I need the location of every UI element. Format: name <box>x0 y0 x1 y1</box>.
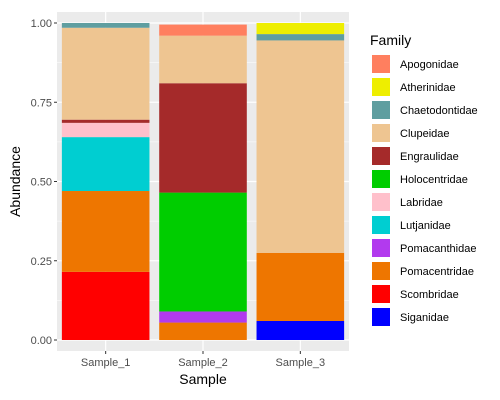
legend-key-labridae <box>372 193 390 211</box>
bar-segment-lutjanidae-sample_1 <box>61 137 150 192</box>
legend-label-apogonidae: Apogonidae <box>400 59 459 71</box>
legend-label-lutjanidae: Lutjanidae <box>400 220 451 232</box>
legend-label-atherinidae: Atherinidae <box>400 82 456 94</box>
bar-segment-scombridae-sample_1 <box>61 271 150 340</box>
bar-segment-clupeidae-sample_3 <box>256 40 345 253</box>
legend-key-atherinidae <box>372 78 390 96</box>
legend-key-pomacanthidae <box>372 239 390 257</box>
x-tick-label: Sample_3 <box>276 357 326 369</box>
bar-segment-atherinidae-sample_3 <box>256 23 345 35</box>
x-tick-label: Sample_1 <box>81 357 131 369</box>
legend-label-clupeidae: Clupeidae <box>400 128 450 140</box>
legend: Family Apogonidae Atherinidae Chaetodontid… <box>370 32 478 326</box>
legend-title: Family <box>370 32 411 48</box>
legend-key-holocentridae <box>372 170 390 188</box>
legend-key-clupeidae <box>372 124 390 142</box>
bar-segment-pomacentridae-sample_1 <box>61 191 150 272</box>
bar-segment-chaetodontidae-sample_1 <box>61 23 150 28</box>
bar-segment-pomacentridae-sample_2 <box>159 322 247 340</box>
bar-segment-apogonidae-sample_2 <box>159 24 247 36</box>
bar-segment-pomacentridae-sample_3 <box>256 252 345 321</box>
x-axis: Sample_1 Sample_2 Sample_3 <box>81 351 325 369</box>
y-axis: 0.00 0.25 0.50 0.75 1.00 <box>31 18 57 347</box>
bar-segment-engraulidae-sample_2 <box>159 83 247 193</box>
bar-segment-engraulidae-sample_1 <box>61 119 150 123</box>
bars <box>61 23 345 340</box>
legend-label-engraulidae: Engraulidae <box>400 151 459 163</box>
y-tick-label: 1.00 <box>31 18 52 30</box>
bar-segment-clupeidae-sample_1 <box>61 27 150 120</box>
legend-label-pomacentridae: Pomacentridae <box>400 266 474 278</box>
legend-label-holocentridae: Holocentridae <box>400 174 468 186</box>
bar-segment-chaetodontidae-sample_3 <box>256 34 345 41</box>
bar-segment-pomacanthidae-sample_2 <box>159 311 247 323</box>
y-tick-label: 0.25 <box>31 256 52 268</box>
legend-label-chaetodontidae: Chaetodontidae <box>400 105 478 117</box>
legend-key-lutjanidae <box>372 216 390 234</box>
legend-key-scombridae <box>372 285 390 303</box>
x-tick-label: Sample_2 <box>178 357 228 369</box>
legend-key-siganidae <box>372 308 390 326</box>
y-tick-label: 0.50 <box>31 177 52 189</box>
legend-key-pomacentridae <box>372 262 390 280</box>
y-tick-label: 0.00 <box>31 335 52 347</box>
y-tick-label: 0.75 <box>31 97 52 109</box>
bar-segment-holocentridae-sample_2 <box>159 192 247 312</box>
y-axis-title: Abundance <box>7 146 23 217</box>
bar-segment-labridae-sample_1 <box>61 122 150 138</box>
legend-key-chaetodontidae <box>372 101 390 119</box>
bar-segment-siganidae-sample_3 <box>256 320 345 340</box>
legend-key-engraulidae <box>372 147 390 165</box>
bar-segment-clupeidae-sample_2 <box>159 35 247 84</box>
legend-label-pomacanthidae: Pomacanthidae <box>400 243 476 255</box>
x-axis-title: Sample <box>179 371 227 387</box>
legend-key-apogonidae <box>372 55 390 73</box>
legend-label-labridae: Labridae <box>400 197 443 209</box>
legend-label-siganidae: Siganidae <box>400 312 449 324</box>
legend-label-scombridae: Scombridae <box>400 289 459 301</box>
